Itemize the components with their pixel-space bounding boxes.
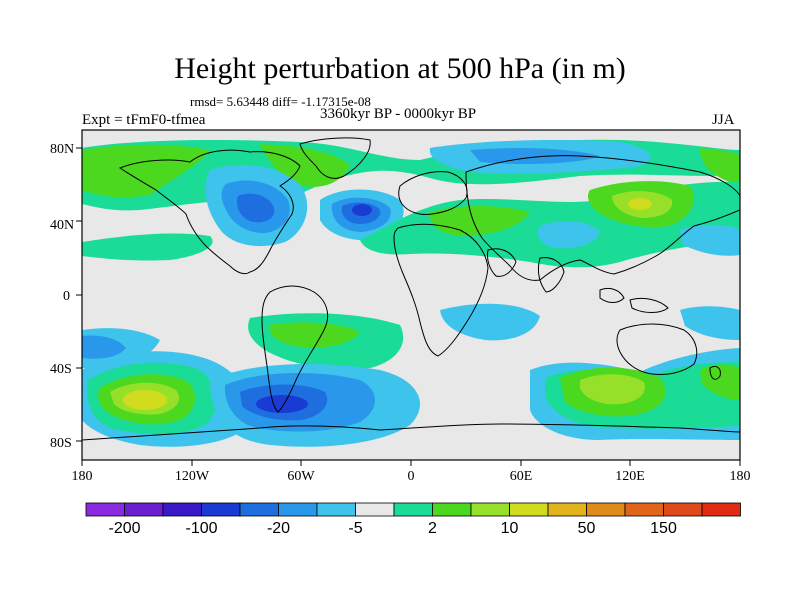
contour-region [628,198,652,210]
colorbar-swatch [201,502,241,517]
contour-region [580,374,645,405]
colorbar-label: 2 [428,520,437,537]
lon-tick-label: 60W [287,469,315,484]
coastline-asia [465,155,740,281]
contour-region [82,144,210,198]
colorbar-label: -20 [267,520,290,537]
colorbar-labels: -200 -100 -20 -5 2 10 50 150 [108,520,676,537]
contour-region [470,148,600,164]
contour-region [82,335,126,359]
coastline-europe [398,171,468,215]
lat-tick-label: 0 [63,289,70,304]
colorbar-swatch [663,502,703,517]
lat-tick-label: 40N [50,218,74,233]
colorbar-swatch [586,502,626,517]
colorbar-label: 150 [650,520,677,537]
contour-region [82,233,213,261]
colorbar-label: -5 [348,520,362,537]
contour-region [700,148,740,185]
lon-tick-label: 60E [510,469,533,484]
colorbar-swatch [239,502,279,517]
colorbar-swatch [162,502,202,517]
contour-field [82,130,740,460]
lat-tick-label: 80N [50,142,74,157]
contour-region [260,144,350,187]
colorbar-swatch [547,502,587,517]
contour-region [123,390,167,410]
contour-region [680,306,740,340]
experiment-label: Expt = tFmF0-tfmea [82,112,206,128]
coastline-arabia [487,248,517,277]
colorbar [85,502,741,517]
coastline-antarctica [82,423,740,441]
colorbar-swatch [470,502,510,517]
colorbar-swatch [432,502,472,517]
lon-tick-label: 180 [72,469,93,484]
coastline-australia [616,323,698,375]
plot-title: Height perturbation at 500 hPa (in m) [174,52,626,85]
season-label: JJA [712,112,735,128]
colorbar-label: 50 [578,520,596,537]
coastlines [82,137,740,441]
coastline-africa [393,223,489,357]
coastline-north-america [118,149,301,275]
contour-region [269,322,360,348]
coastline-india [537,257,565,293]
coastline-greenland [299,137,371,179]
colorbar-label: -100 [185,520,217,537]
contour-region [440,303,540,341]
colorbar-label: -200 [108,520,140,537]
contour-region [256,395,308,413]
contour-region [537,221,600,249]
rmsd-diff-stats: rmsd= 5.63448 diff= -1.17315e-08 [190,94,371,109]
colorbar-swatch [701,502,741,517]
colorbar-swatch [624,502,664,517]
contour-region [236,193,275,223]
axis-ticks [76,147,741,466]
contour-region [352,204,372,216]
coastline-south-america [261,285,329,413]
coastline-islands [629,297,669,313]
colorbar-swatch [393,502,433,517]
contour-region [680,224,740,256]
lon-tick-label: 120W [175,469,210,484]
lon-tick-label: 120E [615,469,645,484]
lon-tick-label: 180 [730,469,751,484]
lat-tick-label: 80S [50,436,72,451]
lon-tick-label: 0 [408,469,415,484]
colorbar-swatch [509,502,549,517]
coastline-new-zealand [709,365,721,380]
colorbar-swatch [85,502,125,517]
lat-tick-label: 40S [50,362,72,377]
period-label: 3360kyr BP - 0000kyr BP [320,106,477,122]
colorbar-swatch [355,502,395,517]
colorbar-swatch [316,502,356,517]
coastline-islands [599,287,625,303]
colorbar-label: 10 [501,520,519,537]
colorbar-swatch [278,502,318,517]
colorbar-swatch [124,502,164,517]
